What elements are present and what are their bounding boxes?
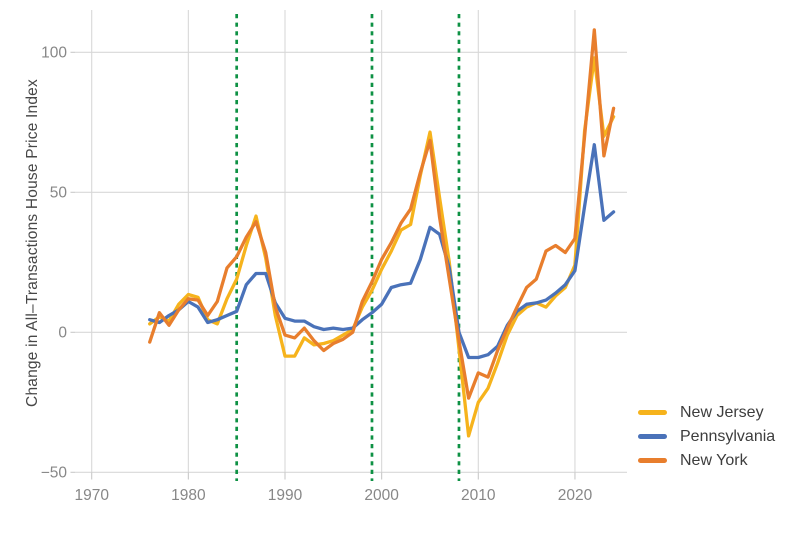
y-tick-label--50: −50	[41, 464, 68, 481]
x-tick-label-1980: 1980	[171, 487, 206, 504]
legend-item-new-york: New York	[638, 452, 775, 469]
y-tick-label-100: 100	[41, 44, 67, 61]
x-tick-label-1970: 1970	[74, 487, 109, 504]
legend-swatch-new-york	[638, 458, 667, 463]
y-tick-label-50: 50	[50, 184, 68, 201]
series-line-pennsylvania	[148, 143, 616, 360]
x-tick-label-2010: 2010	[461, 487, 496, 504]
legend-swatch-pennsylvania	[638, 434, 667, 439]
series-line-new-york	[148, 28, 616, 400]
legend-item-new-jersey: New Jersey	[638, 404, 775, 421]
legend-swatch-new-jersey	[638, 410, 667, 415]
x-tick-label-2000: 2000	[364, 487, 399, 504]
y-tick-label-0: 0	[58, 324, 67, 341]
y-axis-title: Change in All–Transactions House Price I…	[24, 79, 41, 407]
legend-label-new-jersey: New Jersey	[680, 403, 764, 421]
x-tick-label-1990: 1990	[268, 487, 303, 504]
legend-item-pennsylvania: Pennsylvania	[638, 428, 775, 445]
x-tick-label-2020: 2020	[558, 487, 593, 504]
legend-label-pennsylvania: Pennsylvania	[680, 427, 776, 445]
legend-label-new-york: New York	[680, 451, 748, 469]
legend: New Jersey Pennsylvania New York	[638, 404, 775, 469]
